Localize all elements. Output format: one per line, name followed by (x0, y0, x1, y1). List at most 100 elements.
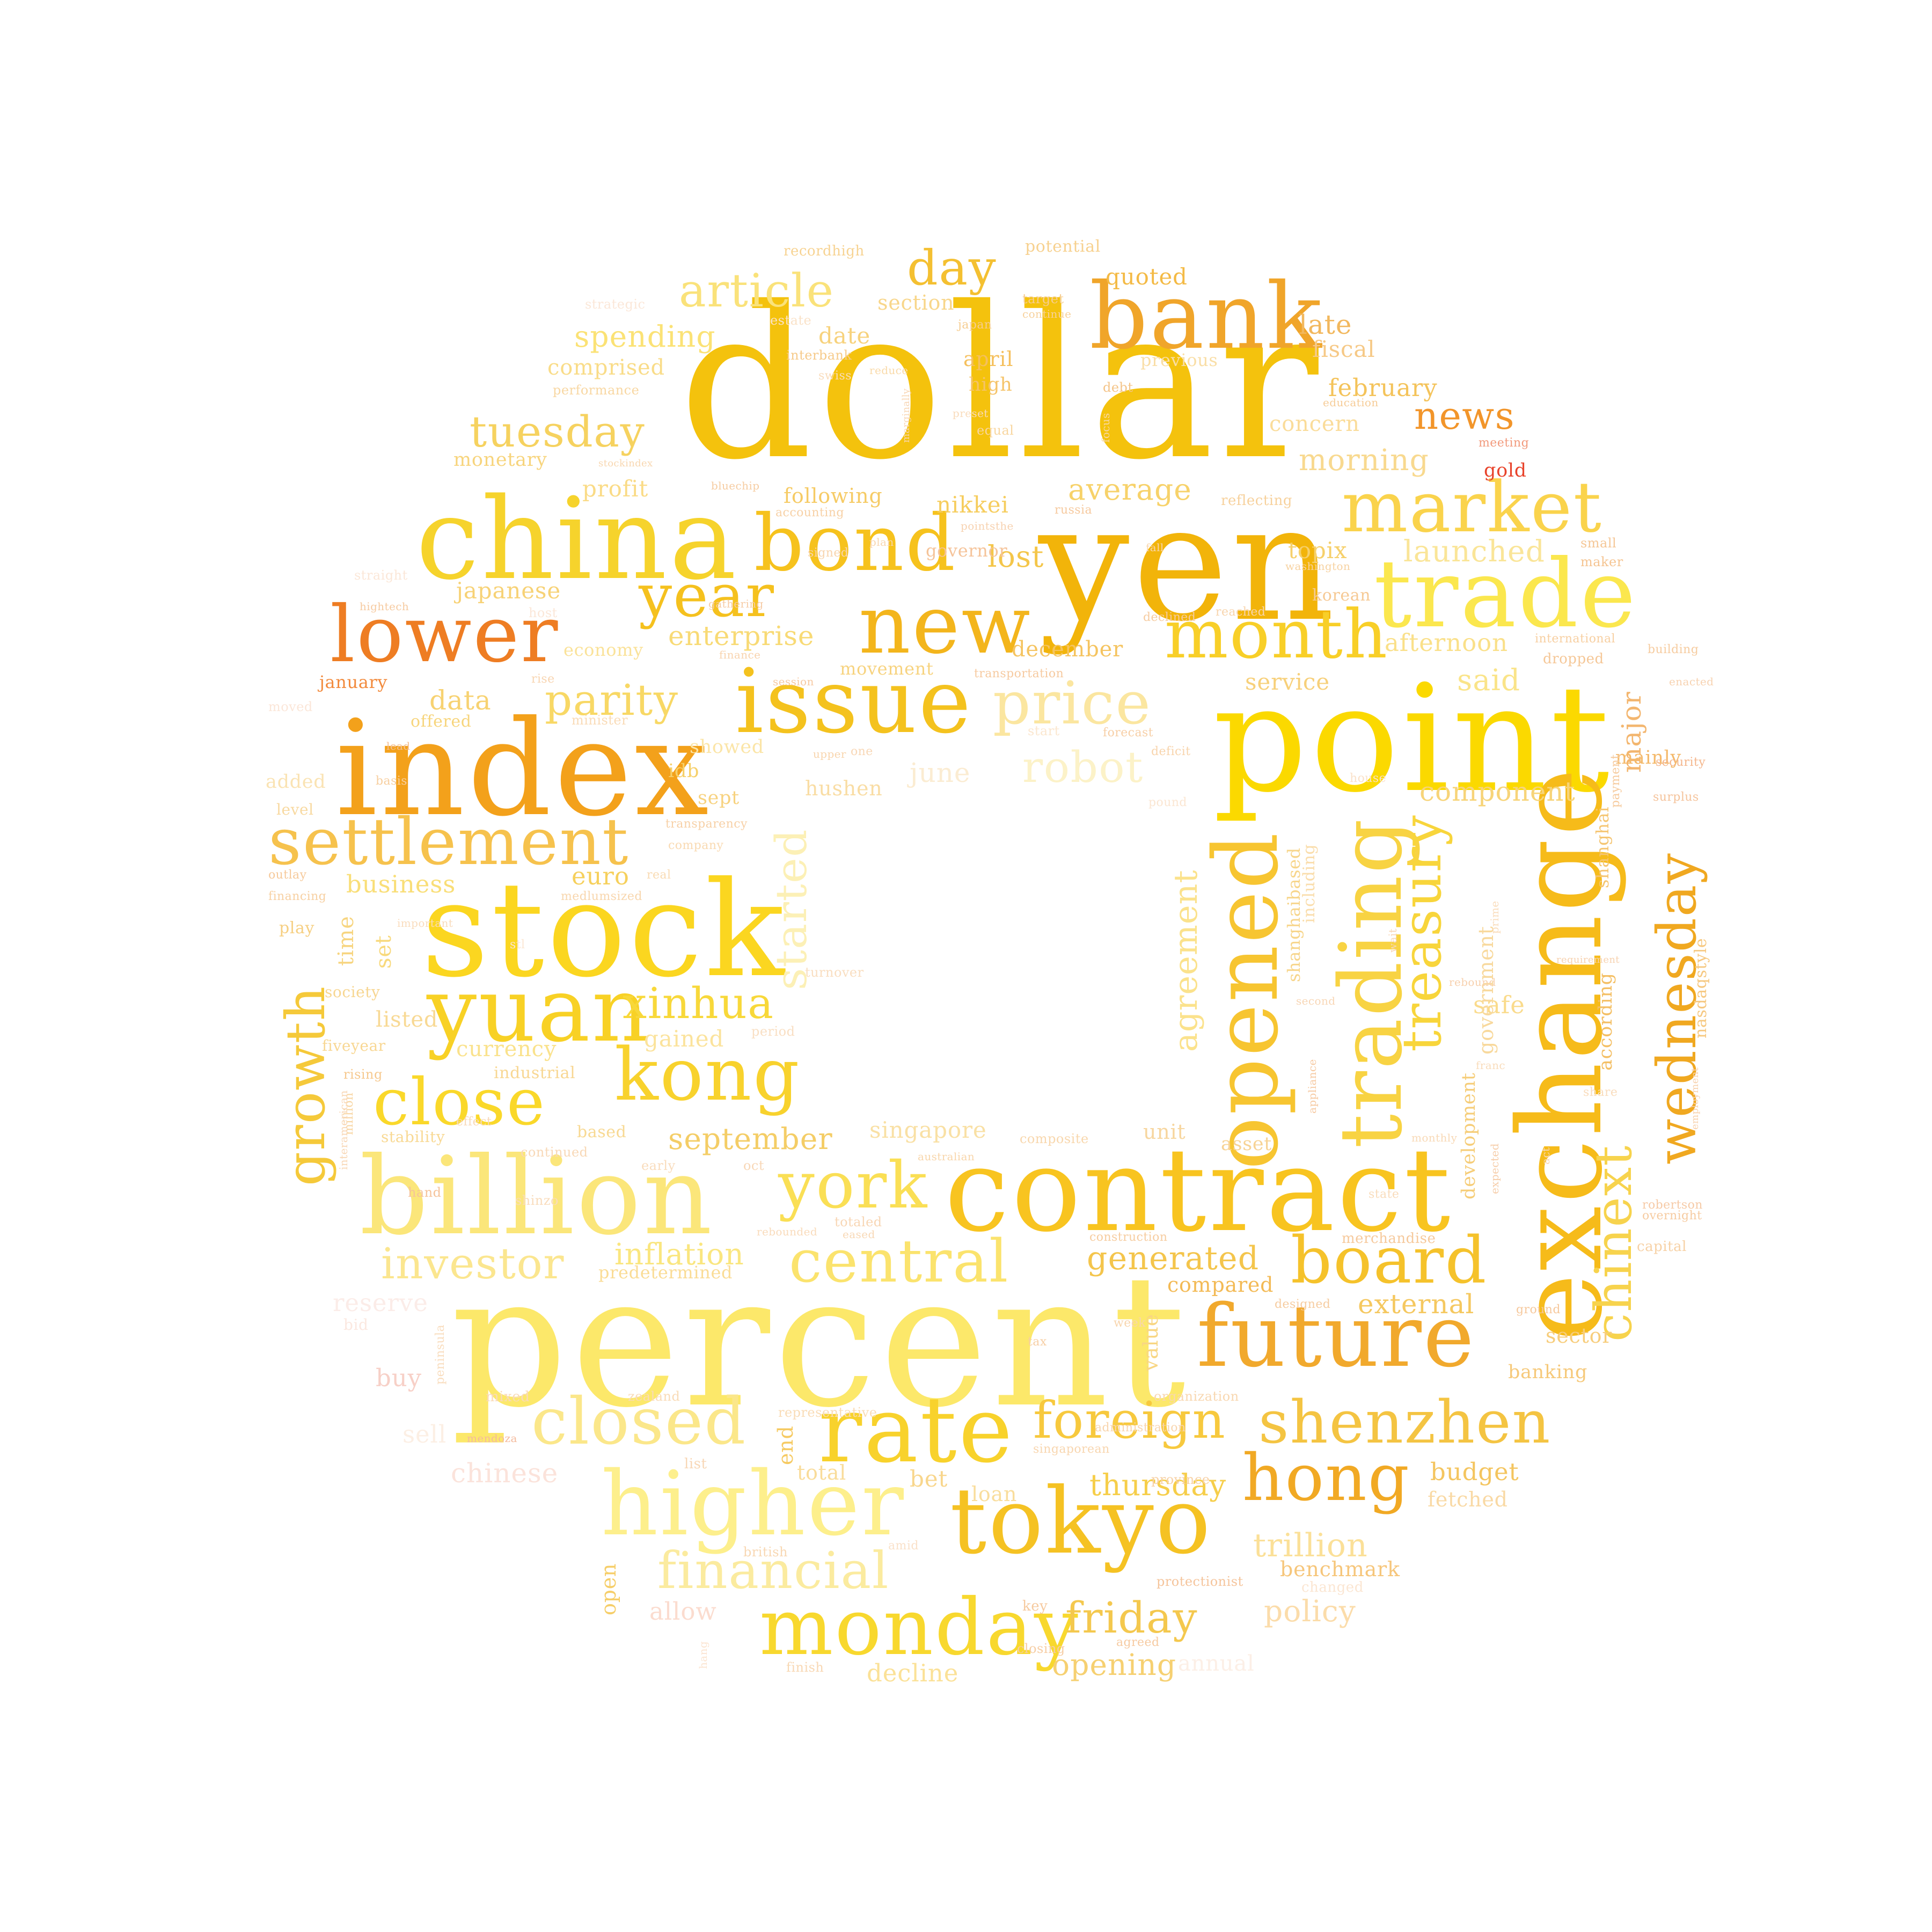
cloud-word: amid (888, 1539, 919, 1553)
cloud-word: listed (376, 1007, 438, 1032)
cloud-word: prime (1488, 901, 1501, 934)
cloud-word: moved (268, 699, 313, 714)
cloud-word: washington (1285, 560, 1351, 573)
cloud-word: york (778, 1148, 928, 1223)
cloud-word: totaled (835, 1214, 882, 1230)
cloud-word: straight (354, 568, 408, 583)
cloud-word: period (751, 1024, 795, 1039)
cloud-word: interbank (786, 348, 852, 363)
cloud-word: recordhigh (784, 243, 865, 259)
cloud-word: rise (531, 672, 555, 686)
cloud-word: asset (1221, 1133, 1272, 1155)
cloud-word: quoted (1106, 264, 1188, 290)
cloud-word: date (818, 323, 871, 349)
cloud-word: afternoon (1385, 628, 1508, 657)
cloud-word: society (325, 983, 380, 1001)
cloud-word: important (397, 917, 453, 930)
cloud-word: requirement (1556, 954, 1620, 965)
cloud-word: outlay (268, 868, 307, 882)
cloud-word: administration (1095, 1421, 1186, 1435)
cloud-word: foreign (1033, 1391, 1226, 1450)
cloud-word: dropped (1543, 651, 1604, 667)
cloud-word: tuesday (470, 407, 646, 457)
cloud-word: monday (759, 1582, 1080, 1673)
cloud-word: chinese (451, 1458, 559, 1489)
cloud-word: reduce (869, 364, 909, 377)
cloud-word: declined (1143, 611, 1196, 624)
cloud-word: bank (1089, 264, 1324, 370)
cloud-word: continue (1022, 308, 1072, 320)
cloud-word: reached (1216, 605, 1266, 619)
cloud-word: day (907, 240, 997, 296)
cloud-word: shanghai (1592, 806, 1613, 888)
cloud-word: lost (987, 539, 1044, 574)
cloud-word: house (1350, 772, 1387, 785)
cloud-word: said (1457, 663, 1521, 697)
cloud-word: week (1114, 1316, 1146, 1330)
cloud-word: expected (1488, 1143, 1501, 1194)
cloud-word: minister (572, 713, 628, 728)
cloud-word: showed (690, 736, 764, 758)
cloud-word: debt (1103, 380, 1133, 395)
cloud-word: deficit (1151, 745, 1191, 758)
cloud-word: april (963, 347, 1014, 371)
cloud-word: province (1151, 1472, 1210, 1487)
cloud-word: mendoza (467, 1432, 517, 1445)
cloud-word: bid (343, 1316, 369, 1334)
cloud-word: agreed (1116, 1636, 1160, 1649)
cloud-word: finish (786, 1660, 824, 1675)
cloud-word: bond (754, 498, 957, 589)
cloud-word: sept (698, 787, 740, 809)
cloud-word: news (1414, 394, 1515, 438)
cloud-word: strategic (585, 297, 646, 312)
cloud-word: meeting (1479, 436, 1529, 450)
cloud-word: mixed (486, 1389, 530, 1405)
cloud-word: enacted (1669, 675, 1714, 688)
cloud-word: lead (386, 740, 411, 752)
cloud-word: china (416, 473, 739, 605)
cloud-word: idb (668, 760, 700, 782)
cloud-word: september (668, 1122, 833, 1156)
cloud-word: employment (1689, 1067, 1701, 1130)
cloud-word: safe (1473, 991, 1525, 1019)
cloud-word: policy (1264, 1594, 1356, 1628)
cloud-word: list (684, 1456, 707, 1472)
cloud-word: real (647, 868, 671, 882)
cloud-word: closing (1017, 1641, 1065, 1656)
cloud-word: yuan (427, 958, 651, 1062)
cloud-word: yen (1038, 470, 1338, 657)
cloud-word: settlement (268, 805, 630, 880)
cloud-word: wait (1386, 928, 1399, 953)
cloud-word: annual (1178, 1651, 1255, 1676)
cloud-word: parity (545, 675, 679, 725)
cloud-word: eased (843, 1228, 875, 1241)
cloud-word: trade (1374, 540, 1638, 649)
cloud-word: june (910, 757, 971, 788)
cloud-word: financial (657, 1541, 890, 1600)
cloud-word: economy (564, 640, 643, 660)
cloud-word: euro (572, 862, 630, 890)
cloud-word: finance (719, 648, 761, 661)
cloud-word: market (1342, 466, 1603, 548)
cloud-word: overnight (1642, 1209, 1702, 1223)
cloud-word: fall (1146, 541, 1164, 554)
cloud-word: australian (918, 1150, 975, 1163)
cloud-word: issue (735, 650, 973, 753)
cloud-word: thursday (1089, 1468, 1227, 1502)
cloud-word: state (1368, 1188, 1400, 1201)
cloud-word: hushen (805, 777, 883, 800)
cloud-word: building (1648, 643, 1699, 656)
cloud-word: franc (1476, 1059, 1505, 1072)
cloud-word: profit (582, 475, 649, 502)
cloud-word: security (1656, 756, 1706, 769)
cloud-word: plan (869, 536, 894, 548)
cloud-word: designed (1275, 1298, 1331, 1311)
cloud-word: set (371, 935, 396, 969)
cloud-word: ground (1516, 1303, 1561, 1316)
cloud-word: dollar (679, 262, 1323, 506)
cloud-word: stock (421, 853, 787, 1006)
cloud-word: friday (1065, 1593, 1198, 1643)
cloud-word: business (346, 870, 456, 898)
cloud-word: spending (574, 319, 716, 354)
cloud-word: act (1539, 1147, 1552, 1165)
